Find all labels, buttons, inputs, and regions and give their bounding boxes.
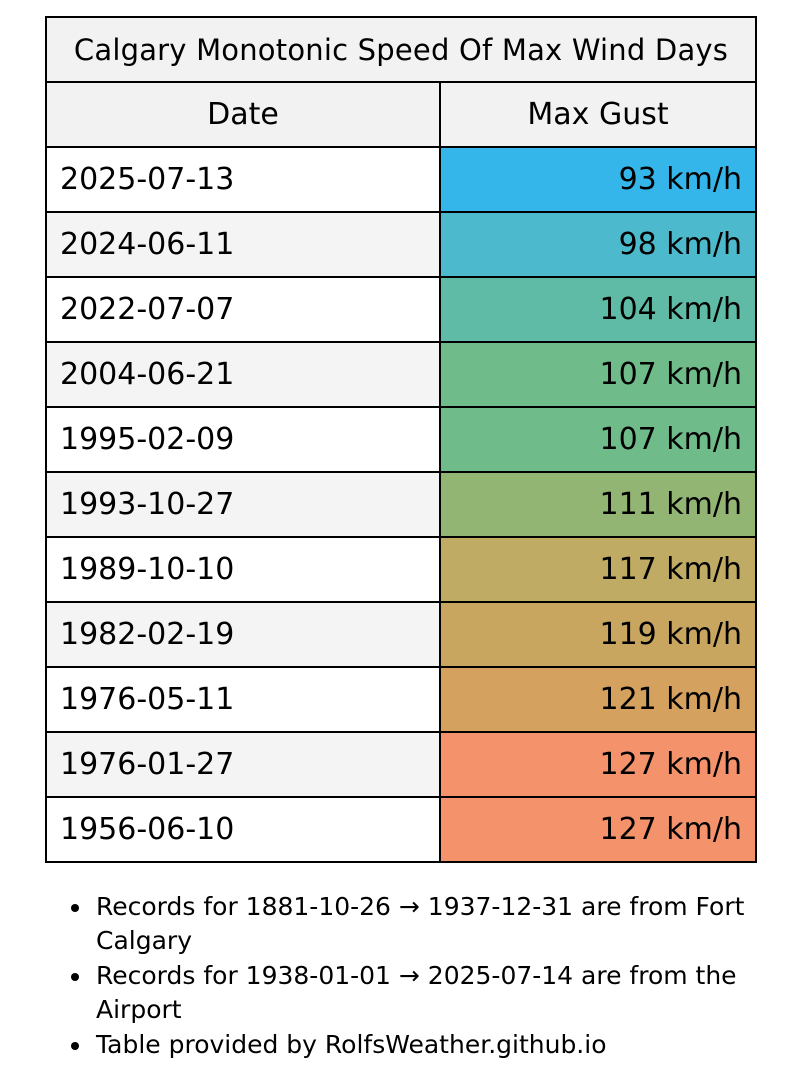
date-cell: 2025-07-13 bbox=[45, 146, 441, 213]
date-cell: 2022-07-07 bbox=[45, 276, 441, 343]
footnote-text: Table provided by RolfsWeather.github.io bbox=[96, 1030, 607, 1059]
footnotes-list: Records for 1881-10-26 → 1937-12-31 are … bbox=[71, 890, 776, 1063]
date-cell: 1989-10-10 bbox=[45, 536, 441, 603]
table-title: Calgary Monotonic Speed Of Max Wind Days bbox=[45, 16, 757, 83]
table-row: 2024-06-11 98 km/h bbox=[45, 211, 757, 278]
table-row: 2004-06-21 107 km/h bbox=[45, 341, 757, 408]
date-cell: 2024-06-11 bbox=[45, 211, 441, 278]
footnote-item: Table provided by RolfsWeather.github.io bbox=[71, 1028, 776, 1062]
max-gust-cell: 93 km/h bbox=[439, 146, 757, 213]
date-cell: 1976-01-27 bbox=[45, 731, 441, 798]
column-header-max-gust: Max Gust bbox=[439, 81, 757, 148]
column-header-date: Date bbox=[45, 81, 441, 148]
table-body: 2025-07-13 93 km/h 2024-06-11 98 km/h 2022-0… bbox=[45, 146, 757, 863]
max-gust-cell: 107 km/h bbox=[439, 406, 757, 473]
table-row: 2022-07-07 104 km/h bbox=[45, 276, 757, 343]
footnote-item: Records for 1881-10-26 → 1937-12-31 are … bbox=[71, 890, 776, 958]
table-row: 1982-02-19 119 km/h bbox=[45, 601, 757, 668]
date-cell: 1995-02-09 bbox=[45, 406, 441, 473]
max-gust-cell: 111 km/h bbox=[439, 471, 757, 538]
table-row: 1995-02-09 107 km/h bbox=[45, 406, 757, 473]
max-gust-cell: 104 km/h bbox=[439, 276, 757, 343]
date-cell: 1982-02-19 bbox=[45, 601, 441, 668]
date-cell: 1993-10-27 bbox=[45, 471, 441, 538]
max-gust-cell: 98 km/h bbox=[439, 211, 757, 278]
max-gust-cell: 107 km/h bbox=[439, 341, 757, 408]
table-title-row: Calgary Monotonic Speed Of Max Wind Days bbox=[45, 16, 757, 83]
table-row: 1956-06-10 127 km/h bbox=[45, 796, 757, 863]
bullet-icon bbox=[71, 973, 79, 981]
max-gust-cell: 121 km/h bbox=[439, 666, 757, 733]
max-gust-cell: 127 km/h bbox=[439, 796, 757, 863]
bullet-icon bbox=[71, 904, 79, 912]
max-gust-cell: 119 km/h bbox=[439, 601, 757, 668]
bullet-icon bbox=[71, 1042, 79, 1050]
table-header-row: Date Max Gust bbox=[45, 81, 757, 148]
footnote-text: Records for 1881-10-26 → 1937-12-31 are … bbox=[96, 892, 745, 955]
max-wind-table: Calgary Monotonic Speed Of Max Wind Days… bbox=[45, 16, 757, 863]
table-row: 1976-05-11 121 km/h bbox=[45, 666, 757, 733]
table-row: 1989-10-10 117 km/h bbox=[45, 536, 757, 603]
max-gust-cell: 117 km/h bbox=[439, 536, 757, 603]
table-row: 2025-07-13 93 km/h bbox=[45, 146, 757, 213]
date-cell: 1976-05-11 bbox=[45, 666, 441, 733]
date-cell: 1956-06-10 bbox=[45, 796, 441, 863]
footnote-item: Records for 1938-01-01 → 2025-07-14 are … bbox=[71, 959, 776, 1027]
wind-table-container: Calgary Monotonic Speed Of Max Wind Days… bbox=[45, 16, 757, 863]
table-row: 1976-01-27 127 km/h bbox=[45, 731, 757, 798]
table-row: 1993-10-27 111 km/h bbox=[45, 471, 757, 538]
date-cell: 2004-06-21 bbox=[45, 341, 441, 408]
footnote-text: Records for 1938-01-01 → 2025-07-14 are … bbox=[96, 961, 737, 1024]
max-gust-cell: 127 km/h bbox=[439, 731, 757, 798]
